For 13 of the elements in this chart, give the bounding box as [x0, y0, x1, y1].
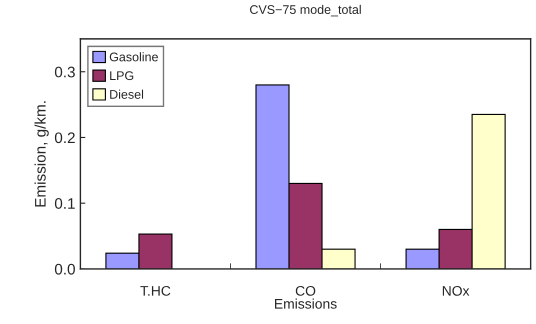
- y-tick-label: 0.2: [54, 132, 75, 144]
- x-tick-label: T.HC: [140, 286, 170, 296]
- legend-label: Gasoline: [110, 52, 158, 62]
- legend-label: Diesel: [110, 90, 144, 99]
- y-tick-label: 0.1: [54, 198, 75, 209]
- x-tick-label: NOx: [442, 286, 470, 296]
- x-tick-label: CO: [296, 286, 316, 296]
- x-axis-title: Emissions: [275, 298, 337, 309]
- legend-label: LPG: [110, 71, 134, 80]
- chart-title: CVS−75 mode_total: [250, 4, 361, 16]
- y-axis-title: Emission, g/km.: [34, 101, 49, 207]
- y-tick-label: 0.3: [54, 66, 75, 78]
- y-tick-label: 0.0: [54, 264, 75, 275]
